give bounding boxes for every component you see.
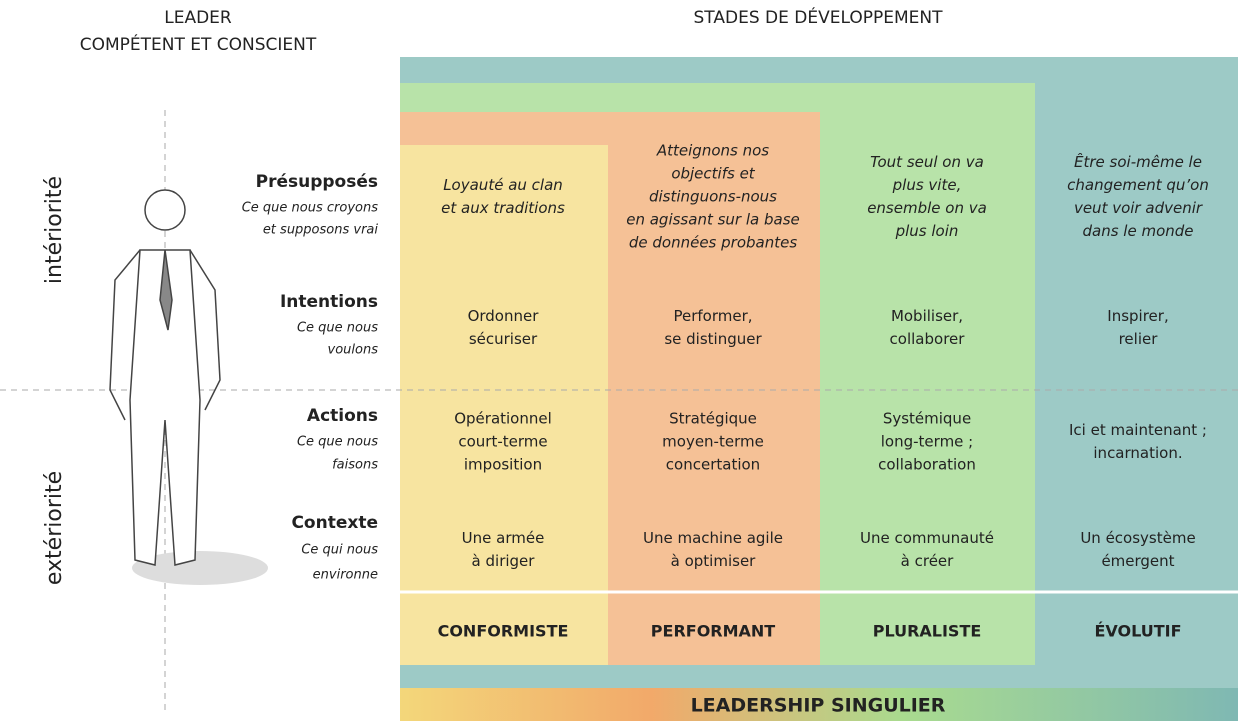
row-sublabel: Ce que nous (297, 435, 378, 450)
cell-text: sécuriser (469, 330, 538, 348)
cell-text: Inspirer, (1107, 307, 1168, 325)
cell-text: imposition (464, 456, 542, 474)
cell-text: à diriger (472, 552, 536, 570)
cell-text: émergent (1101, 552, 1174, 570)
cell-text: Loyauté au clan (443, 176, 563, 194)
cell-text: plus loin (895, 222, 959, 240)
cell-text: changement qu’on (1067, 176, 1209, 194)
row-sublabel: Ce qui nous (301, 543, 378, 558)
footer-bar (400, 688, 1238, 721)
cell-text: se distinguer (664, 330, 762, 348)
cell-text: à optimiser (671, 552, 757, 570)
row-label: Intentions (280, 292, 378, 312)
row-sublabel: voulons (328, 343, 379, 358)
row-label: Présupposés (256, 172, 378, 192)
cell-text: Ici et maintenant ; (1069, 421, 1207, 439)
row-label: Contexte (291, 513, 378, 533)
cell-text: relier (1119, 330, 1159, 348)
cell-text: en agissant sur la base (626, 211, 800, 229)
row-sublabel: et supposons vrai (263, 223, 379, 238)
cell-text: Un écosystème (1080, 529, 1195, 547)
stage-name: PERFORMANT (651, 622, 776, 641)
cell-text: collaboration (878, 456, 976, 474)
row-sublabel: Ce que nous croyons (242, 201, 378, 216)
cell-text: Mobiliser, (891, 307, 963, 325)
stage-name: ÉVOLUTIF (1094, 622, 1181, 641)
cell-text: long-terme ; (881, 433, 973, 451)
cell-text: dans le monde (1082, 222, 1193, 240)
cell-text: à créer (901, 552, 955, 570)
cell-text: Atteignons nos (656, 142, 769, 160)
cell-text: court-terme (458, 433, 547, 451)
row-label: Actions (307, 406, 378, 426)
cell-text: concertation (666, 456, 760, 474)
side-label: extériorité (42, 471, 67, 585)
cell-text: ensemble on va (867, 199, 987, 217)
cell-text: moyen-terme (662, 433, 764, 451)
stage-name: CONFORMISTE (438, 622, 569, 641)
cell-text: Être soi-même le (1074, 152, 1202, 171)
cell-text: Une armée (462, 529, 545, 547)
cell-text: incarnation. (1093, 444, 1182, 462)
cell-text: de données probantes (629, 234, 797, 252)
cell-text: Performer, (673, 307, 752, 325)
cell-text: Une communauté (860, 529, 994, 547)
right-title: STADES DE DÉVELOPPEMENT (694, 6, 944, 28)
cell-text: objectifs et (671, 165, 755, 183)
cell-text: Systémique (883, 410, 971, 428)
side-label: intériorité (42, 176, 67, 284)
cell-text: Opérationnel (454, 410, 552, 428)
cell-text: distinguons-nous (649, 188, 777, 206)
cell-text: et aux traditions (441, 199, 565, 217)
cell-text: plus vite, (892, 176, 962, 194)
cell-text: Une machine agile (643, 529, 783, 547)
stage-name: PLURALISTE (873, 622, 982, 641)
left-title: COMPÉTENT ET CONSCIENT (80, 33, 317, 55)
footer-title: LEADERSHIP SINGULIER (691, 695, 946, 717)
cell-text: Ordonner (468, 307, 540, 325)
cell-text: Stratégique (669, 410, 757, 428)
yellow-band (400, 145, 608, 665)
left-title: LEADER (164, 8, 232, 28)
row-sublabel: Ce que nous (297, 321, 378, 336)
cell-text: veut voir advenir (1074, 199, 1203, 217)
leader-figure (109, 189, 268, 585)
cell-text: Tout seul on va (870, 153, 984, 171)
cell-text: collaborer (890, 330, 966, 348)
row-sublabel: faisons (332, 458, 378, 473)
row-sublabel: environne (313, 568, 378, 583)
